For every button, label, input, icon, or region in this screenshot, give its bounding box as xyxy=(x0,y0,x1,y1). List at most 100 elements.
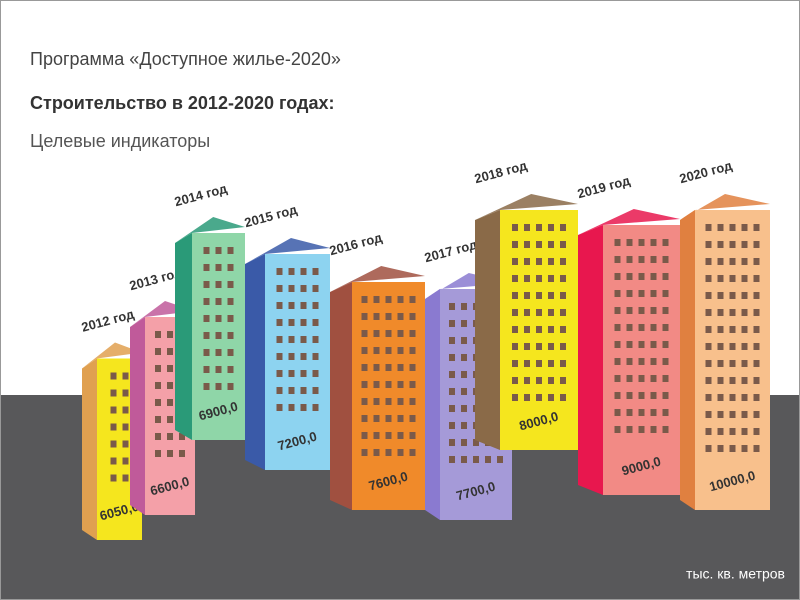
window xyxy=(473,439,479,446)
window xyxy=(409,313,416,320)
window xyxy=(650,324,657,331)
window xyxy=(276,268,283,275)
window xyxy=(512,343,518,350)
window xyxy=(705,241,712,248)
window xyxy=(276,285,283,292)
window xyxy=(705,360,712,367)
window xyxy=(536,224,542,231)
window xyxy=(449,422,455,429)
window xyxy=(638,392,645,399)
window xyxy=(753,309,760,316)
window xyxy=(753,360,760,367)
window xyxy=(729,343,736,350)
window xyxy=(167,365,173,372)
window xyxy=(717,258,724,265)
window xyxy=(461,388,467,395)
window xyxy=(461,439,467,446)
window xyxy=(560,275,566,282)
window xyxy=(203,264,210,271)
window xyxy=(227,349,234,356)
window xyxy=(614,409,621,416)
window xyxy=(361,415,368,422)
window xyxy=(179,450,185,457)
window xyxy=(312,319,319,326)
window xyxy=(614,324,621,331)
window xyxy=(705,411,712,418)
window xyxy=(397,364,404,371)
window xyxy=(203,315,210,322)
window xyxy=(461,320,467,327)
window xyxy=(276,319,283,326)
window xyxy=(409,432,416,439)
window xyxy=(753,411,760,418)
window xyxy=(227,247,234,254)
window xyxy=(638,239,645,246)
window xyxy=(155,382,161,389)
window xyxy=(361,381,368,388)
window xyxy=(524,258,530,265)
window xyxy=(729,241,736,248)
window xyxy=(276,404,283,411)
window xyxy=(288,387,295,394)
window xyxy=(662,375,669,382)
window xyxy=(312,302,319,309)
window xyxy=(110,457,117,465)
window xyxy=(638,307,645,314)
window xyxy=(524,275,530,282)
window xyxy=(729,275,736,282)
window xyxy=(729,428,736,435)
window xyxy=(122,406,129,414)
window xyxy=(729,326,736,333)
window xyxy=(110,406,117,414)
window xyxy=(288,302,295,309)
window xyxy=(650,256,657,263)
building-side xyxy=(130,317,145,515)
window xyxy=(300,302,307,309)
window xyxy=(548,241,554,248)
window xyxy=(122,423,129,431)
window xyxy=(409,364,416,371)
window xyxy=(536,258,542,265)
window xyxy=(536,326,542,333)
window xyxy=(449,337,455,344)
window xyxy=(461,337,467,344)
window xyxy=(548,309,554,316)
window xyxy=(626,392,633,399)
building-side xyxy=(475,210,500,450)
window xyxy=(397,415,404,422)
window xyxy=(397,347,404,354)
window xyxy=(385,449,392,456)
window xyxy=(397,398,404,405)
window xyxy=(473,456,479,463)
window xyxy=(753,258,760,265)
window xyxy=(373,415,380,422)
window xyxy=(753,326,760,333)
window xyxy=(560,292,566,299)
window xyxy=(741,428,748,435)
window xyxy=(650,375,657,382)
window xyxy=(461,354,467,361)
chart-caption: Целевые индикаторы xyxy=(30,131,210,151)
window xyxy=(638,290,645,297)
window xyxy=(373,398,380,405)
window xyxy=(361,364,368,371)
window xyxy=(662,409,669,416)
window xyxy=(638,256,645,263)
window xyxy=(548,343,554,350)
window xyxy=(626,290,633,297)
window xyxy=(361,432,368,439)
window xyxy=(461,371,467,378)
window xyxy=(276,370,283,377)
building-roof xyxy=(578,209,680,235)
window xyxy=(373,381,380,388)
window xyxy=(300,268,307,275)
window xyxy=(449,405,455,412)
window xyxy=(122,389,129,397)
window xyxy=(662,358,669,365)
window xyxy=(227,315,234,322)
window xyxy=(485,456,491,463)
window xyxy=(614,358,621,365)
building-roof xyxy=(245,238,330,264)
building-roof xyxy=(330,266,425,292)
window xyxy=(741,292,748,299)
